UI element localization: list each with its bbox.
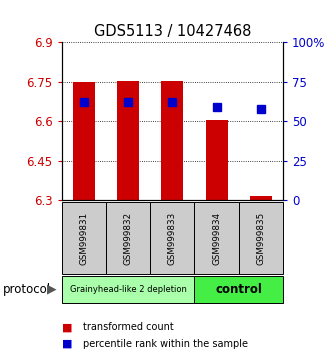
Text: GSM999832: GSM999832 bbox=[124, 211, 133, 265]
Text: ■: ■ bbox=[62, 339, 72, 349]
Bar bbox=[161, 81, 183, 200]
Title: GDS5113 / 10427468: GDS5113 / 10427468 bbox=[94, 23, 251, 39]
Text: GSM999834: GSM999834 bbox=[212, 211, 221, 265]
Text: Grainyhead-like 2 depletion: Grainyhead-like 2 depletion bbox=[70, 285, 186, 294]
Text: ■: ■ bbox=[62, 322, 72, 332]
Bar bbox=[205, 120, 228, 200]
Text: percentile rank within the sample: percentile rank within the sample bbox=[83, 339, 248, 349]
Text: ▶: ▶ bbox=[47, 283, 56, 296]
Text: control: control bbox=[215, 283, 262, 296]
Bar bbox=[250, 196, 272, 200]
Text: GSM999835: GSM999835 bbox=[256, 211, 265, 265]
Text: protocol: protocol bbox=[3, 283, 52, 296]
Text: GSM999831: GSM999831 bbox=[79, 211, 88, 265]
Text: GSM999833: GSM999833 bbox=[168, 211, 177, 265]
Text: transformed count: transformed count bbox=[83, 322, 174, 332]
Bar bbox=[73, 82, 95, 200]
Bar bbox=[117, 81, 139, 200]
